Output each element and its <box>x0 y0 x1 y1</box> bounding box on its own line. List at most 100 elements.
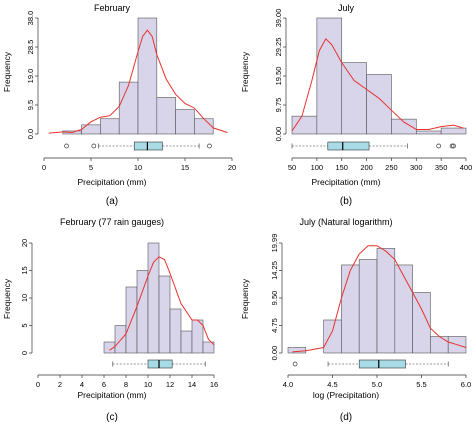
outlier-point <box>91 143 97 149</box>
density-curve <box>292 245 467 353</box>
y-tick-label: 15 <box>20 266 29 274</box>
bar <box>440 127 467 135</box>
box <box>358 359 406 369</box>
bar <box>341 62 367 135</box>
x-tick-label: 250 <box>385 163 398 172</box>
panel-d-xlabel: log (Precipitation) <box>313 390 379 400</box>
y-tick-label: 28.5 <box>26 40 35 55</box>
y-tick-label: 14.25 <box>270 261 279 280</box>
x-tick-label: 400 <box>460 163 473 172</box>
density-curve <box>48 29 228 134</box>
y-tick-label: 29.25 <box>274 38 283 57</box>
bar <box>366 74 392 135</box>
x-tick-label: 350 <box>435 163 448 172</box>
panel-d-caption: (d) <box>340 412 352 423</box>
y-tick-label: 0 <box>20 351 29 355</box>
y-tick-label: 0.00 <box>274 127 283 142</box>
y-tick-label: 38.0 <box>26 11 35 26</box>
bar <box>202 341 215 354</box>
bar <box>169 308 182 354</box>
panel-a-xlabel: Precipitation (mm) <box>78 177 147 187</box>
panel-b-plot: 0.00 9.75 19.50 29.25 39.00 50 100 150 200 250 300… <box>274 9 472 172</box>
x-tick-label: 4.0 <box>283 380 293 389</box>
panel-b-ylabel: Frequency <box>240 51 250 92</box>
y-tick-label: 19.50 <box>274 67 283 86</box>
panel-b: July Frequency Precipitation (mm) (b) 0.… <box>240 3 472 207</box>
bar <box>175 109 195 135</box>
panel-a-caption: (a) <box>106 196 118 207</box>
panel-a-plot: 0.0 9.5 19.0 28.5 38.0 0 5 10 15 20 <box>26 11 236 172</box>
panel-b-title: July <box>338 3 355 13</box>
y-tick-label: 9.75 <box>274 98 283 113</box>
x-tick-label: 4 <box>80 380 84 389</box>
x-tick-label: 5.5 <box>416 380 426 389</box>
x-tick-label: 15 <box>181 163 189 172</box>
x-tick-label: 5 <box>89 163 93 172</box>
bar <box>114 325 127 354</box>
panel-a-ylabel: Frequency <box>2 51 12 92</box>
x-tick-label: 5.0 <box>372 380 382 389</box>
bar <box>81 124 101 135</box>
bar <box>158 275 171 354</box>
y-tick-label: 4.75 <box>270 318 279 333</box>
x-tick-label: 0 <box>36 380 40 389</box>
x-tick-label: 20 <box>228 163 236 172</box>
panel-c: February (77 rain gauges) Frequency Prec… <box>2 217 218 423</box>
density-curve <box>109 256 215 351</box>
outlier-point <box>64 143 69 149</box>
box <box>147 359 173 369</box>
box <box>327 141 370 151</box>
bar <box>415 130 442 135</box>
box <box>133 141 163 151</box>
bar <box>191 319 204 354</box>
bar <box>100 118 120 135</box>
bar <box>137 17 158 135</box>
x-tick-label: 16 <box>210 380 218 389</box>
panel-d: July (Natural logarithm) Frequency log (… <box>240 217 471 423</box>
bar <box>430 336 449 354</box>
bar <box>180 330 193 354</box>
outlier-point <box>292 361 298 367</box>
x-tick-label: 2 <box>58 380 62 389</box>
y-tick-label: 19.99 <box>270 234 279 253</box>
panel-b-caption: (b) <box>340 196 352 207</box>
y-tick-label: 9.5 <box>26 100 35 110</box>
panel-d-ylabel: Frequency <box>240 278 250 319</box>
x-tick-label: 14 <box>188 380 196 389</box>
density-curve <box>291 37 464 132</box>
outlier-point <box>449 143 455 149</box>
x-tick-label: 4.5 <box>327 380 337 389</box>
panel-c-caption: (c) <box>106 412 118 423</box>
x-tick-label: 150 <box>335 163 348 172</box>
y-tick-label: 0.0 <box>26 129 35 139</box>
y-tick-label: 5 <box>20 323 29 327</box>
panel-c-plot: 0 5 10 15 20 0 2 4 6 8 10 12 14 16 <box>20 239 218 389</box>
x-tick-label: 6.0 <box>461 380 471 389</box>
x-tick-label: 300 <box>410 163 423 172</box>
y-tick-label: 20 <box>20 239 29 247</box>
x-tick-label: 10 <box>134 163 142 172</box>
bar <box>316 17 343 135</box>
bar <box>323 319 342 354</box>
x-tick-label: 50 <box>288 163 296 172</box>
bar <box>118 81 139 135</box>
bar <box>287 347 307 354</box>
bar <box>194 118 214 135</box>
bar <box>391 118 417 135</box>
x-tick-label: 6 <box>102 380 106 389</box>
x-tick-label: 8 <box>124 380 128 389</box>
panel-b-xlabel: Precipitation (mm) <box>312 177 381 187</box>
bar <box>156 97 176 135</box>
bar <box>147 242 160 354</box>
panel-c-title: February (77 rain gauges) <box>60 217 164 227</box>
bar <box>341 264 360 354</box>
bar <box>376 248 396 354</box>
x-tick-label: 12 <box>166 380 174 389</box>
y-tick-label: 9.50 <box>270 291 279 306</box>
bar <box>136 270 149 354</box>
x-tick-label: 0 <box>42 163 46 172</box>
x-tick-label: 10 <box>144 380 152 389</box>
y-tick-label: 0.00 <box>270 346 279 361</box>
y-tick-label: 19.0 <box>26 69 35 84</box>
